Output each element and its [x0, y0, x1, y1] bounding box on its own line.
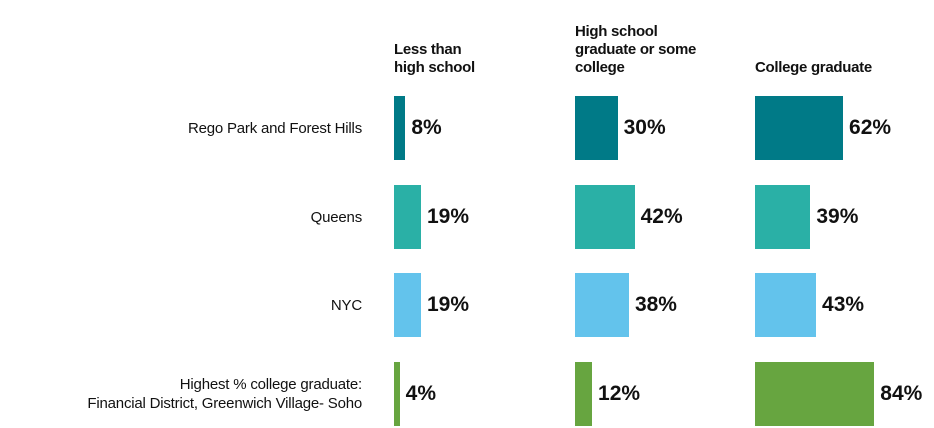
- data-label: 30%: [623, 116, 666, 139]
- row-label: NYC: [330, 296, 362, 314]
- bar: [755, 185, 811, 249]
- bar: [394, 96, 406, 160]
- bar: [394, 362, 400, 426]
- column-header: Less than high school: [394, 41, 475, 76]
- data-label: 62%: [849, 116, 892, 139]
- data-label: 19%: [426, 205, 469, 228]
- bar: [575, 362, 593, 426]
- data-label: 38%: [634, 293, 677, 316]
- data-label: 43%: [822, 293, 865, 316]
- row-label: Rego Park and Forest Hills: [187, 119, 362, 137]
- bar: [755, 362, 875, 426]
- data-label: 8%: [411, 116, 442, 139]
- bar: [575, 185, 635, 249]
- bar: [575, 96, 618, 160]
- data-label: 84%: [880, 382, 923, 405]
- data-label: 19%: [426, 293, 469, 316]
- data-label: 39%: [816, 205, 859, 228]
- column-header: College graduate: [755, 59, 872, 76]
- data-label: 12%: [598, 382, 641, 405]
- bar: [394, 185, 421, 249]
- data-label: 42%: [640, 205, 683, 228]
- bar: [755, 96, 844, 160]
- data-label: 4%: [405, 382, 437, 405]
- bar: [394, 273, 421, 337]
- bar: [575, 273, 629, 337]
- bar: [755, 273, 817, 337]
- row-label: Highest % college graduate: Financial Di…: [87, 376, 362, 412]
- row-label: Queens: [310, 208, 363, 226]
- column-header: High school graduate or some college: [575, 23, 697, 76]
